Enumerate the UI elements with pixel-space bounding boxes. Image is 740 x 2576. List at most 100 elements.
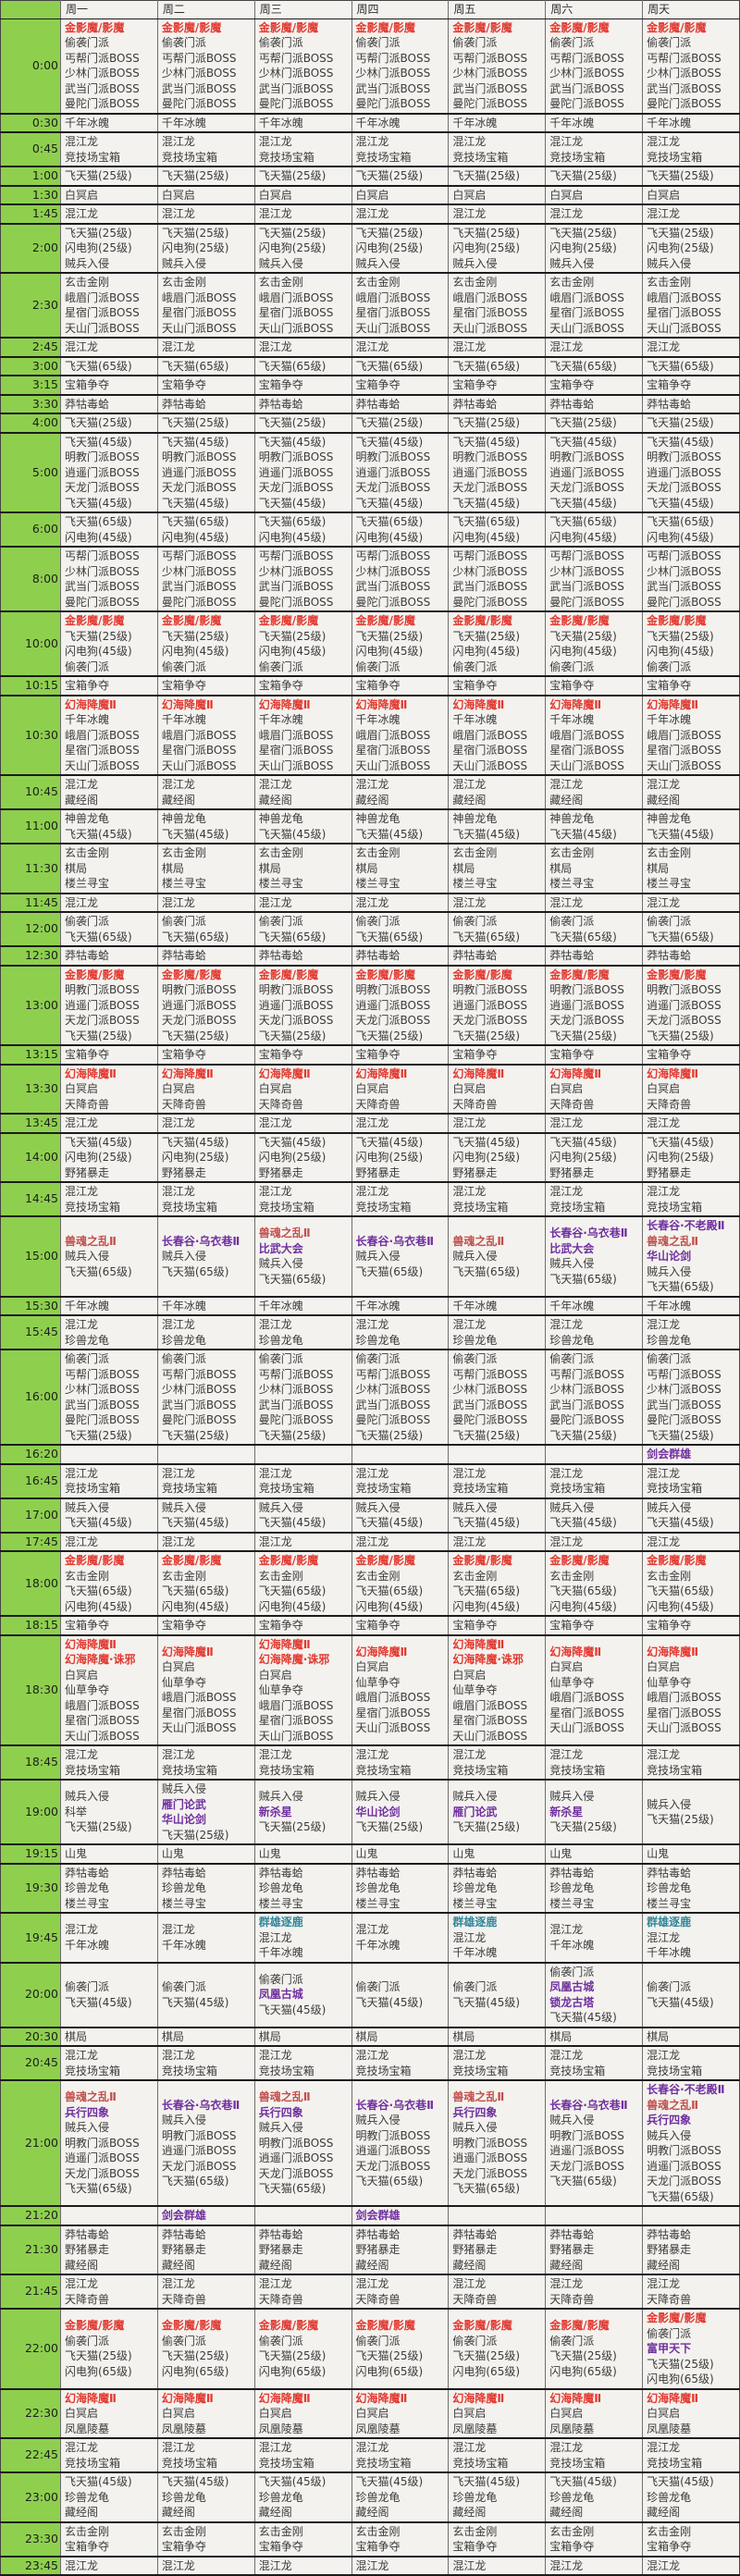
event-label: 混江龙 xyxy=(549,1748,584,1761)
event-label: 闪电狗(45级) xyxy=(355,1599,424,1613)
event-label: 混江龙 xyxy=(647,1185,681,1198)
event-label: 千年冰魄 xyxy=(161,116,206,129)
event-label: 幻海降魔Ⅱ xyxy=(647,1066,698,1080)
event-label: 野猪暴走 xyxy=(258,1165,303,1179)
event-label: 珍兽龙龟 xyxy=(65,1881,110,1894)
event-label: 白冥启 xyxy=(647,1082,681,1095)
schedule-cell xyxy=(545,1445,643,1465)
event-label: 千年冰魄 xyxy=(161,713,206,726)
schedule-cell: 玄击金刚 峨眉门派BOSS 星宿门派BOSS 天山门派BOSS xyxy=(545,273,643,339)
event-label: 曼陀门派BOSS xyxy=(65,1413,140,1426)
schedule-cell: 莽牯毒蛤 珍兽龙龟 楼兰寻宝 xyxy=(156,1863,255,1914)
event-label: 藏经阁 xyxy=(549,793,584,807)
event-label: 玄击金刚 xyxy=(647,2524,692,2538)
time-label: 14:00 xyxy=(0,1132,61,1183)
schedule-cell: 偷袭门派 丐帮门派BOSS 少林门派BOSS 武当门派BOSS 曼陀门派BOSS 飞天猫(… xyxy=(642,1350,740,1446)
schedule-row: 6:00 飞天猫(65级) 闪电狗(45级) 飞天猫(65级) 闪电狗(45级) 飞天猫(… xyxy=(0,512,740,548)
schedule-cell: 混江龙 竞技场宝箱 xyxy=(642,132,740,167)
event-label: 珍兽龙龟 xyxy=(452,2490,498,2504)
event-label: 混江龙 xyxy=(549,2441,584,2454)
schedule-cell: 飞天猫(45级) 明教门派BOSS 逍遥门派BOSS 天龙门派BOSS 飞天猫(45级) xyxy=(545,432,643,513)
event-label: 幻海降魔Ⅱ xyxy=(355,1066,408,1080)
event-label: 飞天猫(45级) xyxy=(258,2003,327,2016)
event-label: 偷袭门派 xyxy=(647,36,692,49)
schedule-cell: 飞天猫(45级) 明教门派BOSS 逍遥门派BOSS 天龙门派BOSS 飞天猫(45级) xyxy=(60,432,158,513)
schedule-cell: 混江龙 藏经阁 xyxy=(545,775,643,810)
event-label: 竞技场宝箱 xyxy=(65,2456,121,2470)
event-label: 闪电狗(25级) xyxy=(258,1151,327,1164)
event-label: 竞技场宝箱 xyxy=(647,1763,703,1777)
schedule-cell: 幻海降魔Ⅱ 千年冰魄 峨眉门派BOSS 星宿门派BOSS 天山门派BOSS xyxy=(448,695,546,776)
event-label: 混江龙 xyxy=(647,1535,681,1548)
event-label: 混江龙 xyxy=(452,1748,487,1761)
event-label: 白冥启 xyxy=(65,2407,99,2420)
event-label: 峨眉门派BOSS xyxy=(549,1691,624,1705)
schedule-cell: 棋局 xyxy=(545,2027,643,2047)
event-label: 武当门派BOSS xyxy=(549,1398,624,1411)
schedule-cell: 神兽龙龟 飞天猫(45级) xyxy=(253,809,352,844)
schedule-row: 3:15 宝箱争夺 宝箱争夺 宝箱争夺 宝箱争夺 宝箱争夺 宝箱争夺 宝箱争夺 xyxy=(0,376,740,396)
schedule-row: 0:30 千年冰魄 千年冰魄 千年冰魄 千年冰魄 千年冰魄 千年冰魄 千年冰魄 xyxy=(0,113,740,133)
schedule-cell: 金影魔/影魔 玄击金刚 飞天猫(65级) 闪电狗(45级) xyxy=(60,1551,158,1617)
schedule-cell: 金影魔/影魔 偷袭门派 丐帮门派BOSS 少林门派BOSS 武当门派BOSS 曼陀门派BO… xyxy=(448,18,546,115)
event-label: 飞天猫(65级) xyxy=(258,515,327,528)
event-label: 混江龙 xyxy=(355,1748,389,1761)
schedule-cell: 混江龙 竞技场宝箱 xyxy=(60,1182,158,1217)
event-label: 剑会群雄 xyxy=(647,1448,692,1461)
event-label: 飞天猫(65级) xyxy=(549,359,617,373)
event-label: 科举 xyxy=(65,1805,88,1818)
schedule-cell: 飞天猫(25级) xyxy=(642,413,740,434)
event-label: 逍遥门派BOSS xyxy=(258,465,334,479)
schedule-row: 1:30 白冥启 白冥启 白冥启 白冥启 白冥启 白冥启 白冥启 xyxy=(0,185,740,205)
event-label: 武当门派BOSS xyxy=(452,580,528,593)
event-label: 金影魔/影魔 xyxy=(647,20,707,34)
event-label: 曼陀门派BOSS xyxy=(355,595,431,609)
event-label: 偷袭门派 xyxy=(161,2334,206,2348)
event-label: 丐帮门派BOSS xyxy=(452,1367,528,1381)
event-label: 逍遥门派BOSS xyxy=(65,465,140,479)
time-label: 0:30 xyxy=(0,113,61,133)
time-label: 2:45 xyxy=(0,338,61,358)
schedule-cell: 莽牯毒蛤 野猪暴走 藏经阁 xyxy=(448,2225,546,2275)
schedule-cell: 混江龙 竞技场宝箱 xyxy=(253,1745,352,1781)
event-label: 天龙门派BOSS xyxy=(647,2175,722,2188)
schedule-row: 10:45 混江龙 藏经阁 混江龙 藏经阁 混江龙 藏经阁 混江龙 藏经阁 混江龙 藏经阁 混江龙 藏经… xyxy=(0,775,740,810)
event-label: 野猪暴走 xyxy=(452,2243,498,2256)
event-label: 明教门派BOSS xyxy=(647,450,722,463)
schedule-row: 11:00 神兽龙龟 飞天猫(45级) 神兽龙龟 飞天猫(45级) 神兽龙龟 飞天猫(45级… xyxy=(0,809,740,844)
event-label: 明教门派BOSS xyxy=(647,2144,722,2157)
event-label: 玄击金刚 xyxy=(161,846,206,859)
schedule-cell: 幻海降魔Ⅱ 幻海降魔·诛邪 白冥启 仙草争夺 峨眉门派BOSS 星宿门派BOSS 天山门派B… xyxy=(60,1634,158,1746)
event-label: 竞技场宝箱 xyxy=(647,2064,703,2077)
event-label: 白冥启 xyxy=(452,188,487,202)
event-label: 宝箱争夺 xyxy=(258,378,303,391)
event-label: 混江龙 xyxy=(65,1535,99,1548)
event-label: 逍遥门派BOSS xyxy=(65,998,140,1012)
schedule-cell: 金影魔/影魔 偷袭门派 富甲天下 飞天猫(25级) 闪电狗(65级) xyxy=(642,2309,740,2390)
schedule-cell: 群雄逐鹿 混江龙 千年冰魄 xyxy=(642,1913,740,1964)
schedule-cell: 混江龙 xyxy=(253,1532,352,1552)
schedule-row: 11:45 混江龙 混江龙 混江龙 混江龙 混江龙 混江龙 混江龙 xyxy=(0,893,740,913)
time-label: 18:45 xyxy=(0,1745,61,1781)
event-label: 宝箱争夺 xyxy=(65,679,110,692)
schedule-cell: 飞天猫(45级) 闪电狗(25级) 野猪暴走 xyxy=(60,1132,158,1183)
schedule-cell: 玄击金刚 峨眉门派BOSS 星宿门派BOSS 天山门派BOSS xyxy=(448,273,546,339)
schedule-cell: 混江龙 xyxy=(60,2556,158,2576)
schedule-cell: 幻海降魔Ⅱ 白冥启 凤凰陵墓 xyxy=(448,2388,546,2439)
event-label: 偷袭门派 xyxy=(161,36,206,49)
event-label: 藏经阁 xyxy=(355,2258,389,2272)
schedule-cell xyxy=(545,2206,643,2226)
event-label: 楼兰寻宝 xyxy=(355,1896,401,1910)
event-label: 明教门派BOSS xyxy=(258,2136,334,2150)
event-label: 飞天猫(25级) xyxy=(549,416,617,429)
event-label: 偷袭门派 xyxy=(65,36,110,49)
event-label: 兵行四象 xyxy=(65,2105,110,2119)
schedule-cell: 混江龙 竞技场宝箱 xyxy=(60,1463,158,1499)
event-label: 贼兵入侵 xyxy=(258,1790,303,1804)
schedule-cell: 兽魂之乱Ⅱ 兵行四象 贼兵入侵 明教门派BOSS 逍遥门派BOSS 天龙门派BOSS 飞天猫… xyxy=(253,2080,352,2207)
event-label: 逍遥门派BOSS xyxy=(355,465,431,479)
event-label: 天龙门派BOSS xyxy=(355,481,431,494)
event-label: 飞天猫(45级) xyxy=(549,827,617,841)
event-label: 贼兵入侵 xyxy=(549,256,595,270)
event-label: 宝箱争夺 xyxy=(65,378,110,391)
